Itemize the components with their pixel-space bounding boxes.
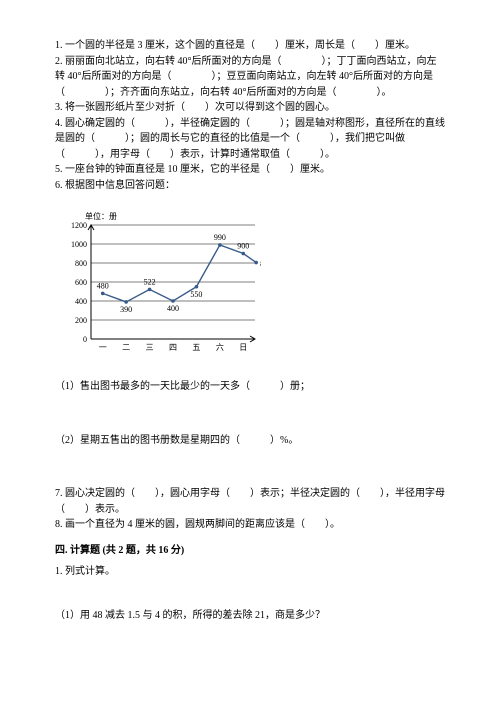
svg-text:0: 0	[83, 335, 87, 344]
svg-text:600: 600	[75, 278, 87, 287]
question-1: 1. 一个圆的半径是 3 厘米，这个圆的直径是（ ）厘米，周长是（ ）厘米。	[55, 38, 445, 54]
svg-text:400: 400	[75, 297, 87, 306]
svg-text:1200: 1200	[71, 221, 87, 230]
svg-text:390: 390	[120, 305, 132, 314]
svg-text:400: 400	[167, 304, 179, 313]
document-page: 1. 一个圆的半径是 3 厘米，这个圆的直径是（ ）厘米，周长是（ ）厘米。 2…	[0, 0, 500, 707]
svg-text:日: 日	[239, 343, 247, 352]
svg-text:990: 990	[214, 233, 226, 242]
svg-text:三: 三	[146, 343, 154, 352]
section-4-heading: 四. 计算题 (共 2 题，共 16 分)	[55, 543, 445, 559]
question-6: 6. 根据图中信息回答问题：	[55, 178, 445, 194]
svg-text:1000: 1000	[71, 240, 87, 249]
svg-text:480: 480	[97, 281, 109, 290]
svg-text:四: 四	[169, 343, 177, 352]
svg-text:522: 522	[144, 277, 156, 286]
svg-text:二: 二	[122, 343, 130, 352]
svg-text:805: 805	[260, 260, 261, 269]
svg-text:一: 一	[99, 343, 107, 352]
question-6-sub1: （1）售出图书最多的一天比最少的一天多（ ）册；	[55, 379, 445, 395]
question-2: 2. 丽丽面向北站立，向右转 40°后所面对的方向是（ ）；丁丁面向西站立，向左…	[55, 54, 445, 101]
svg-text:200: 200	[75, 316, 87, 325]
calc-q1: 1. 列式计算。	[55, 564, 445, 580]
question-7: 7. 圆心决定圆的（ ），圆心用字母（ ）表示；半径决定圆的（ ），半径用字母（…	[55, 486, 445, 517]
svg-text:六: 六	[216, 342, 224, 352]
question-8: 8. 画一个直径为 4 厘米的圆，圆规两脚间的距离应该是（ ）。	[55, 517, 445, 533]
question-6-sub2: （2）星期五售出的图书册数是星期四的（ ）%。	[55, 433, 445, 449]
line-chart: 单位：册 0 200 400 600 800 1000 1200 一 二 三 四 五 六 日 480 390 52…	[61, 207, 445, 357]
question-4: 4. 圆心确定圆的（ ），半径确定圆的（ ）；圆是轴对称图形，直径所在的直线是圆…	[55, 116, 445, 163]
svg-text:550: 550	[190, 290, 202, 299]
svg-text:900: 900	[237, 242, 249, 251]
svg-text:单位：册: 单位：册	[85, 211, 117, 221]
svg-text:五: 五	[192, 343, 200, 352]
question-5: 5. 一座台钟的钟面直径是 10 厘米，它的半径是（ ）厘米。	[55, 162, 445, 178]
question-3: 3. 将一张圆形纸片至少对折（ ）次可以得到这个圆的圆心。	[55, 100, 445, 116]
svg-text:800: 800	[75, 259, 87, 268]
calc-q1-sub1: （1）用 48 减去 1.5 与 4 的积，所得的差去除 21，商是多少？	[55, 608, 445, 624]
